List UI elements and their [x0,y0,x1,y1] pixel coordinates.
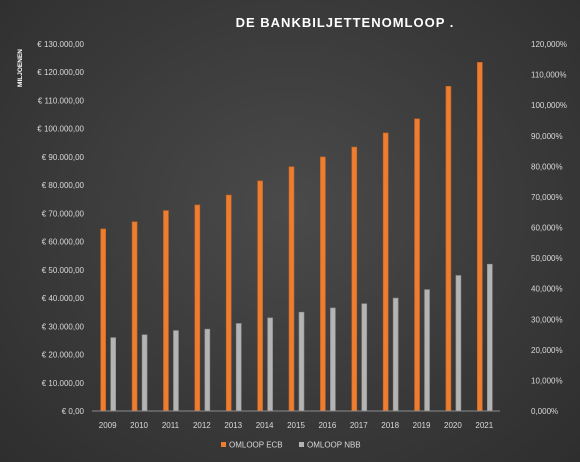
y-tick-label: € 130.000,00 [37,40,84,49]
x-tick-label: 2016 [318,421,336,430]
bar-nbb [392,297,399,412]
y-tick-label: € 10.000,00 [42,379,85,388]
y-tick-label: € 40.000,00 [42,294,85,303]
legend-swatch [299,442,304,447]
bar-ecb [477,62,483,412]
bar-nbb [235,323,242,412]
bar-nbb [455,275,462,412]
y2-tick-label: 30,000% [531,315,563,324]
chart-title: DE BANKBILJETTENOMLOOP . [236,15,455,30]
y-tick-label: € 0,00 [62,407,85,416]
bar-ecb [320,156,326,412]
y-tick-label: € 90.000,00 [42,153,85,162]
x-tick-label: 2019 [413,421,431,430]
x-tick-label: 2021 [475,421,493,430]
y2-tick-label: 60,000% [531,224,563,233]
y2-tick-label: 20,000% [531,346,563,355]
y-tick-label: € 80.000,00 [42,181,85,190]
x-tick-label: 2015 [287,421,305,430]
x-tick-label: 2014 [256,421,274,430]
legend: OMLOOP ECB OMLOOP NBB [221,441,361,450]
bars [100,62,493,412]
x-tick-label: 2018 [381,421,399,430]
bar-nbb [487,263,493,412]
bar-nbb [424,289,430,412]
y2-tick-label: 10,000% [531,376,563,385]
legend-label: OMLOOP NBB [307,441,361,450]
y-tick-label: € 110.000,00 [38,96,85,105]
x-tick-label: 2011 [162,421,180,430]
bar-nbb [330,307,336,412]
x-axis-ticks: 2009 2010 2011 2012 2013 2014 2015 2016 2017 2018… [99,421,494,430]
bar-ecb [288,166,295,412]
bar-ecb [382,132,389,412]
y2-tick-label: 50,000% [531,254,563,263]
bar-ecb [131,221,138,412]
bar-ecb [414,118,420,412]
x-tick-label: 2009 [99,421,117,430]
y2-tick-label: 0,000% [531,407,558,416]
y-tick-label: € 20.000,00 [42,351,85,360]
y-tick-label: € 30.000,00 [42,322,85,331]
bar-nbb [361,303,368,412]
y-tick-label: € 100.000,00 [37,125,84,134]
x-tick-label: 2012 [193,421,211,430]
legend-swatch [221,442,226,447]
y2-tick-label: 100,000% [531,101,567,110]
bar-ecb [194,204,201,412]
bar-nbb [267,317,273,412]
y-tick-label: € 120.000,00 [37,68,84,77]
x-tick-label: 2017 [350,421,368,430]
bar-ecb [163,210,169,412]
bar-ecb [225,194,232,412]
y2-tick-label: 110,000% [531,71,566,80]
y-axis-ticks: € 0,00 € 10.000,00 € 20.000,00 € 30.000,00 €… [37,40,84,416]
bar-nbb [110,337,116,412]
y-tick-label: € 50.000,00 [42,266,85,275]
legend-label: OMLOOP ECB [229,441,283,450]
bar-ecb [100,228,106,412]
bar-ecb [257,180,263,412]
x-tick-label: 2013 [224,421,242,430]
secondary-y-axis-ticks: 0,000% 10,000% 20,000% 30,000% 40,000% 50,000… [531,40,567,416]
x-tick-label: 2010 [130,421,148,430]
y2-tick-label: 80,000% [531,162,563,171]
bar-ecb [351,146,358,412]
y2-tick-label: 40,000% [531,285,563,294]
y-axis-label: MILJOENEN [17,49,24,87]
bar-nbb [141,334,148,412]
y-tick-label: € 60.000,00 [42,238,85,247]
bar-nbb [298,311,305,412]
bar-ecb [445,86,452,412]
y2-tick-label: 70,000% [531,193,563,202]
y2-tick-label: 90,000% [531,132,563,141]
bar-nbb [173,330,179,412]
x-tick-label: 2020 [444,421,462,430]
y2-tick-label: 120,000% [531,40,567,49]
bar-nbb [204,328,211,412]
y-tick-label: € 70.000,00 [42,209,85,218]
